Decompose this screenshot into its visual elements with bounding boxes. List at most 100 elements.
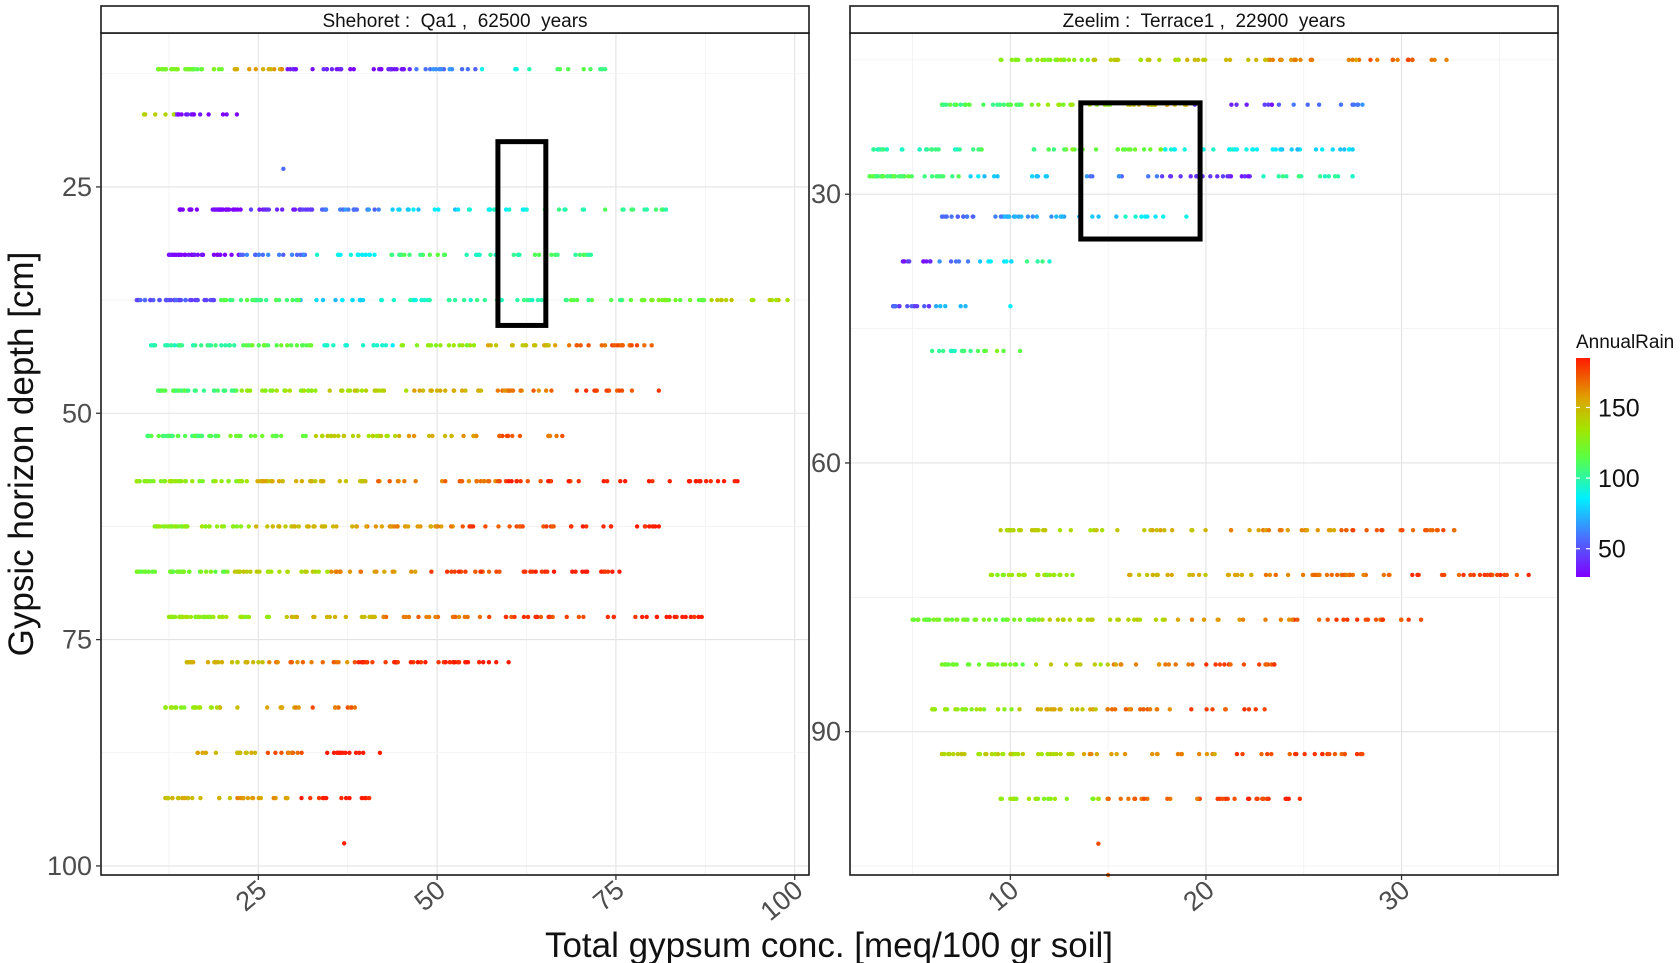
data-point [291,614,296,620]
data-point [1090,214,1095,219]
data-point [486,478,492,484]
data-point [629,388,635,393]
data-point [183,252,188,258]
data-point [1008,796,1013,802]
data-point [241,795,246,801]
data-point [260,67,266,72]
data-point [970,214,975,219]
data-point [989,751,995,757]
data-point [1395,57,1400,63]
data-point [1033,662,1039,667]
data-point [341,433,346,439]
data-point [198,795,203,801]
data-point [236,433,241,439]
data-point [664,614,669,620]
data-point [314,252,320,258]
data-point [316,569,321,574]
data-point [1155,572,1160,578]
data-point [427,252,433,258]
data-point [1150,572,1156,578]
data-point [1300,572,1306,578]
data-point [1267,57,1273,63]
data-point [1036,102,1041,107]
data-point [1381,572,1386,578]
data-point [656,524,662,529]
data-point [274,388,279,393]
data-point [1118,796,1123,802]
data-point [188,207,193,212]
data-point [639,614,645,620]
data-point [1204,751,1210,757]
data-point [642,343,647,348]
data-point [959,751,964,757]
data-point [507,207,512,212]
data-point [1013,751,1019,757]
data-point [1284,174,1289,179]
data-point [1410,57,1415,63]
data-point [1215,796,1220,802]
data-point [1155,751,1160,757]
data-point [533,569,538,574]
data-point [884,147,890,152]
data-point [461,297,467,303]
data-point [1041,527,1046,533]
data-point [370,433,375,439]
data-point [359,388,365,393]
data-point [1034,796,1039,802]
data-point [279,67,284,72]
data-point [1228,662,1233,667]
data-point [299,750,304,755]
data-point [907,259,912,264]
data-point [602,67,608,72]
data-point [509,614,514,620]
data-point [982,174,987,179]
data-point [1053,57,1058,63]
data-point [444,569,450,574]
data-point [1163,662,1168,667]
data-point [506,660,511,665]
x-tick-label: 30 [1373,875,1415,917]
data-point [250,297,255,303]
data-point [181,569,187,574]
data-point [556,207,562,212]
data-point [1269,751,1274,757]
data-point [1246,57,1251,63]
data-point [1148,147,1153,152]
data-point [279,750,284,755]
data-point [161,388,167,393]
data-point [952,348,957,354]
data-point [1360,751,1365,757]
data-point [338,569,343,574]
data-point [721,478,727,484]
data-point [1085,57,1091,63]
data-point [1109,707,1115,712]
data-point [456,614,462,620]
data-point [172,252,177,258]
data-point [1009,527,1014,533]
data-point [228,433,233,439]
data-point [270,524,275,529]
data-point [538,614,544,620]
data-point [577,252,582,258]
data-point [514,478,519,484]
data-point [1295,147,1300,152]
data-point [1203,527,1208,533]
data-point [1217,662,1223,667]
data-point [134,478,140,484]
data-point [219,660,225,665]
data-point [148,478,153,484]
data-point [1126,707,1132,712]
data-point [219,614,225,620]
data-point [990,102,996,107]
data-point [343,614,349,620]
data-point [1488,572,1493,578]
data-point [215,388,220,393]
data-point [443,388,448,393]
data-point [277,569,282,574]
data-point [218,207,224,212]
data-point [446,343,452,348]
data-point [1256,662,1262,667]
data-point [977,751,983,757]
data-point [179,524,184,529]
data-point [214,705,220,710]
